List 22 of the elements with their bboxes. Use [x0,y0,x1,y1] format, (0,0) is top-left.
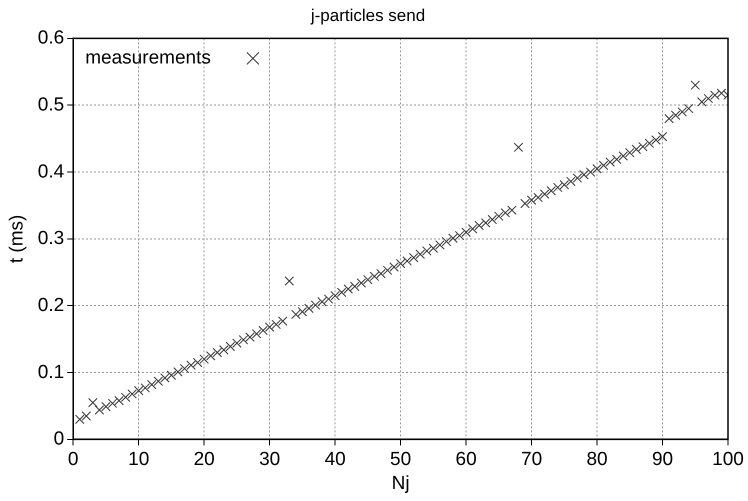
chart-title: j-particles send [310,6,426,25]
x-tick-label: 100 [712,449,744,470]
y-tick-label: 0.6 [38,28,64,49]
x-tick-label: 0 [68,449,78,470]
y-tick-label: 0 [54,428,64,450]
y-axis-title: t (ms) [6,214,28,264]
legend-label: measurements [85,48,211,69]
x-axis-title: Nj [392,472,410,494]
x-tick-label: 80 [586,449,608,470]
x-tick-label: 90 [652,449,674,470]
y-tick-label: 0.3 [38,228,64,250]
x-tick-label: 30 [259,449,280,470]
x-tick-label: 50 [390,449,412,470]
x-tick-label: 10 [128,449,150,470]
x-tick-label: 20 [194,449,215,470]
y-tick-label: 0.4 [38,161,65,182]
x-tick-label: 40 [324,449,346,470]
x-tick-label: 60 [456,449,477,470]
y-tick-label: 0.5 [38,94,64,116]
y-tick-label: 0.1 [38,362,64,383]
y-tick-label: 0.2 [38,294,64,316]
x-tick-label: 70 [520,449,542,470]
